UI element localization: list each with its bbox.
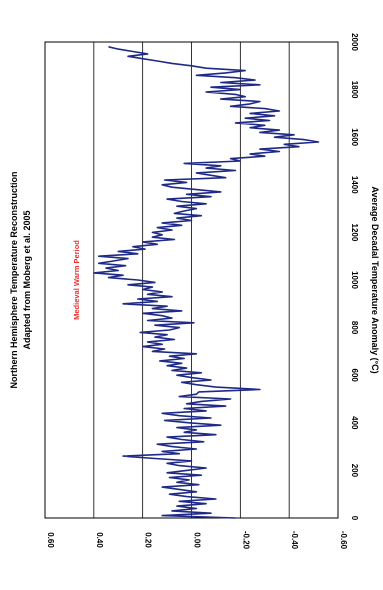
chart-title: Northern Hemisphere Temperature Reconstr… [9,172,19,389]
x-tick-label: 400 [350,416,359,430]
series-layer [93,46,320,519]
y-axis-label: Average Decadal Temperature Anomaly (°C) [370,186,380,373]
series-line [93,46,320,519]
y-tick-label: -0.60 [339,531,348,550]
x-tick-label: 1200 [350,224,359,242]
x-tick-label: 600 [350,369,359,383]
y-tick-labels: 0.60 0.40 0.20 0.00 -0.20 -0.40 -0.60 [46,531,348,550]
x-tick-label: 0 [350,516,359,521]
y-tick-label: 0.60 [46,532,55,548]
y-tick-label: 0.20 [144,532,153,548]
x-tick-label: 1800 [350,81,359,99]
x-tick-label: 2000 [350,33,359,51]
chart-subtitle: Adapted from Moberg et al. 2005 [22,210,32,349]
x-tick-label: 200 [350,464,359,478]
x-tick-label: 1000 [350,271,359,289]
x-tick-label: 800 [350,321,359,335]
x-tick-label: 1600 [350,128,359,146]
plot-frame [44,41,339,519]
annotation-medieval-warm-period: Medieval Warm Period [72,240,81,320]
y-tick-label: 0.40 [95,532,104,548]
x-tick-label: 1400 [350,176,359,194]
x-tick-labels: 0 200 400 600 800 1000 1200 1400 1600 1800 2000 [350,33,359,521]
y-tick-label: -0.20 [241,531,250,550]
grid-lines [44,42,339,518]
y-tick-label: 0.00 [193,532,202,548]
chart-title-group: Northern Hemisphere Temperature Reconstr… [9,172,32,389]
y-tick-label: -0.40 [290,531,299,550]
